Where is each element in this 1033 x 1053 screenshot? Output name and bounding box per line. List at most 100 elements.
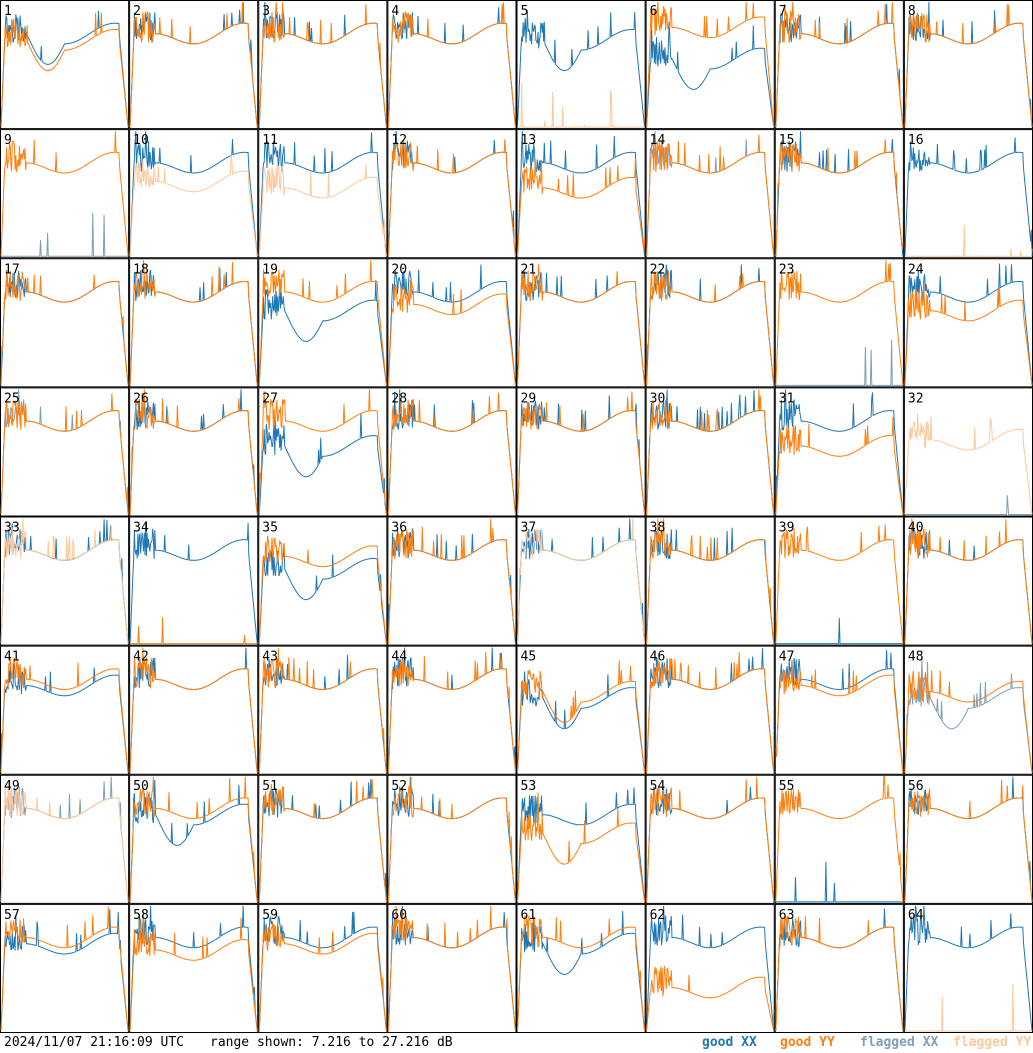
spectrum-xx-good xyxy=(517,131,646,257)
panel-frame xyxy=(387,645,517,775)
spectrum-yy-flagged xyxy=(129,154,258,257)
spectrum-yy-good xyxy=(646,518,775,644)
panel-12: 12 xyxy=(387,129,517,259)
spectrum-xx-good xyxy=(517,671,646,773)
spectrum-yy-good xyxy=(129,1,258,128)
panel-13: 13 xyxy=(516,129,646,259)
panel-47: 47 xyxy=(774,645,904,775)
spectrum-xx-good xyxy=(775,649,904,773)
panel-64: 64 xyxy=(903,903,1033,1033)
panel-frame xyxy=(387,0,517,130)
spectrum-xx-good xyxy=(258,132,387,257)
spectrum-xx-good xyxy=(904,528,1033,644)
spectrum-xx-good xyxy=(517,395,646,515)
panel-label: 2 xyxy=(133,4,141,19)
spectrum-xx-good xyxy=(387,528,516,644)
spectrum-xx-good xyxy=(775,617,903,645)
panel-frame xyxy=(258,0,388,130)
panel-19: 19 xyxy=(258,258,388,388)
panel-frame xyxy=(387,903,517,1033)
spectrum-xx-good xyxy=(258,1,387,128)
panel-4: 4 xyxy=(387,0,517,130)
panel-frame xyxy=(903,129,1033,259)
spectrum-xx-good xyxy=(387,264,516,386)
panel-32: 32 xyxy=(903,387,1033,517)
panel-label: 5 xyxy=(521,4,529,19)
panel-label: 37 xyxy=(521,521,537,536)
spectrum-yy-good xyxy=(517,264,646,386)
panel-label: 36 xyxy=(391,521,407,536)
panel-label: 64 xyxy=(908,908,924,923)
panel-frame xyxy=(516,129,646,259)
panel-49: 49 xyxy=(0,774,130,904)
panel-42: 42 xyxy=(129,645,259,775)
spectrum-xx-good xyxy=(129,905,258,1032)
panel-label: 1 xyxy=(4,4,12,19)
spectrum-xx-good xyxy=(387,131,516,257)
panel-52: 52 xyxy=(387,774,517,904)
spectrum-yy-good xyxy=(775,661,904,773)
panel-59: 59 xyxy=(258,903,388,1033)
spectrum-yy-good xyxy=(904,661,1033,773)
panel-57: 57 xyxy=(0,903,130,1033)
panel-43: 43 xyxy=(258,645,388,775)
panel-frame xyxy=(387,258,517,388)
legend-flagged-xx: flagged XX xyxy=(860,1035,939,1050)
panel-55: 55 xyxy=(774,774,904,904)
panel-frame xyxy=(903,645,1033,775)
spectrum-yy-good xyxy=(517,915,646,1032)
spectrum-xx-flagged xyxy=(1,212,129,257)
panel-frame xyxy=(0,258,130,388)
panel-frame xyxy=(774,516,904,646)
panel-label: 22 xyxy=(650,262,666,277)
spectrum-yy-good xyxy=(0,657,129,773)
panel-31: 31 xyxy=(774,387,904,517)
panel-frame xyxy=(645,645,775,775)
spectrum-yy-good xyxy=(775,524,904,644)
panel-label: 20 xyxy=(391,262,407,277)
panel-40: 40 xyxy=(903,516,1033,646)
panel-38: 38 xyxy=(645,516,775,646)
spectrum-yy-flagged xyxy=(904,224,1033,257)
panel-frame xyxy=(645,0,775,130)
panel-34: 34 xyxy=(129,516,259,646)
panel-label: 48 xyxy=(908,650,924,665)
panel-label: 24 xyxy=(908,262,924,277)
panel-39: 39 xyxy=(774,516,904,646)
spectrum-yy-good xyxy=(904,518,1033,644)
panel-label: 15 xyxy=(779,133,795,148)
spectrum-yy-good xyxy=(0,270,129,386)
spectrum-yy-good xyxy=(904,4,1033,128)
spectrum-xx-flagged xyxy=(775,339,903,386)
spectrum-xx-good xyxy=(258,544,387,644)
spectrum-yy-good xyxy=(387,392,516,515)
spectrum-yy-good xyxy=(387,2,516,128)
legend-good-yy: good YY xyxy=(780,1035,835,1050)
panel-label: 10 xyxy=(133,133,149,148)
panel-frame xyxy=(516,774,646,904)
panel-frame xyxy=(258,129,388,259)
spectrum-yy-good xyxy=(646,652,775,773)
panel-37: 37 xyxy=(516,516,646,646)
spectrum-xx-flagged xyxy=(904,495,1032,515)
panel-frame xyxy=(258,774,388,904)
panel-label: 27 xyxy=(262,391,278,406)
panel-frame xyxy=(129,129,259,259)
spectrum-yy-good xyxy=(258,1,387,128)
panel-frame xyxy=(903,387,1033,517)
panel-58: 58 xyxy=(129,903,259,1033)
panel-44: 44 xyxy=(387,645,517,775)
panel-label: 56 xyxy=(908,779,924,794)
panel-7: 7 xyxy=(774,0,904,130)
panel-label: 4 xyxy=(391,4,399,19)
spectrum-xx-good xyxy=(517,10,646,128)
panel-frame xyxy=(903,516,1033,646)
panel-frame xyxy=(129,258,259,388)
panel-label: 52 xyxy=(391,779,407,794)
spectrum-yy-good xyxy=(646,965,775,1032)
panel-11: 11 xyxy=(258,129,388,259)
panel-17: 17 xyxy=(0,258,130,388)
spectrum-yy-good xyxy=(775,915,904,1032)
panel-63: 63 xyxy=(774,903,904,1033)
panel-36: 36 xyxy=(387,516,517,646)
